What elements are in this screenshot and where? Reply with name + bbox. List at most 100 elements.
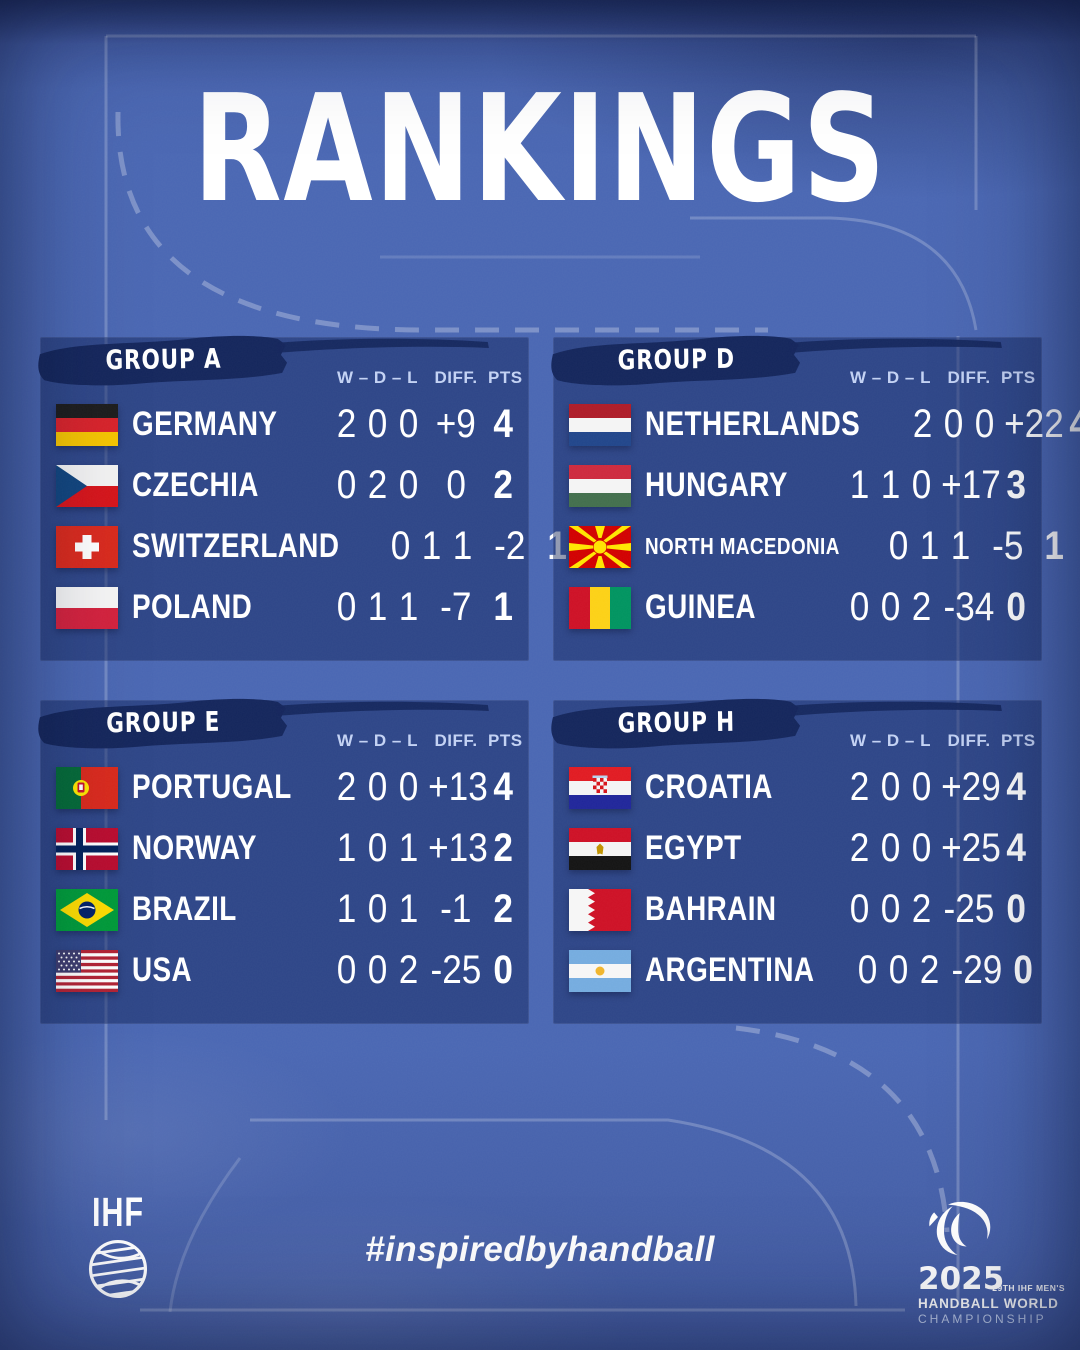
stat-diff: -29	[951, 948, 1003, 992]
group-title: GROUP H	[617, 706, 735, 739]
col-header-wdl: W – D – L	[336, 731, 418, 750]
team-name: EGYPT	[645, 829, 742, 867]
stat-l: 0	[911, 826, 932, 870]
flag-north-macedonia	[569, 525, 631, 568]
team-name: SWITZERLAND	[132, 527, 340, 565]
stat-d: 1	[421, 524, 442, 568]
col-header-pts: PTS	[488, 731, 523, 750]
col-header-diff: DIFF.	[947, 731, 991, 750]
group-title: GROUP D	[617, 343, 735, 376]
column-headers: W – D – L DIFF. PTS	[844, 368, 1041, 388]
stat-d: 0	[367, 887, 388, 931]
stat-l: 2	[919, 948, 939, 992]
stat-diff: +29	[941, 765, 1001, 809]
stat-diff: -2	[494, 524, 526, 568]
team-name: NORTH MACEDONIA	[645, 533, 840, 559]
stat-d: 0	[367, 402, 388, 446]
stat-diff: -1	[440, 887, 472, 931]
stat-w: 2	[336, 402, 357, 446]
stat-pts: 0	[1006, 887, 1026, 931]
team-name: NORWAY	[132, 829, 257, 867]
stat-diff: +17	[941, 463, 1001, 507]
flag-germany	[56, 403, 118, 446]
stat-l: 0	[398, 463, 419, 507]
flag-hungary	[569, 464, 631, 507]
stat-l: 0	[975, 402, 995, 446]
group-d-panel: GROUP D W – D – L DIFF. PTS NETHERLANDS …	[551, 335, 1080, 661]
stat-d: 0	[880, 826, 901, 870]
stat-diff: -7	[440, 585, 472, 629]
stat-d: 0	[880, 887, 901, 931]
stat-pts: 0	[1013, 948, 1034, 992]
championship-logo: 2025 29TH IHF MEN'S HANDBALL WORLD CHAMP…	[900, 1200, 1065, 1326]
stat-d: 1	[367, 585, 388, 629]
column-headers: W – D – L DIFF. PTS	[844, 731, 1041, 751]
team-name: HUNGARY	[645, 466, 788, 504]
stat-w: 0	[849, 585, 870, 629]
stat-diff: 0	[446, 463, 466, 507]
col-header-diff: DIFF.	[947, 368, 991, 387]
stat-pts: 1	[493, 585, 513, 629]
stat-w: 1	[336, 826, 357, 870]
stat-w: 2	[336, 765, 357, 809]
stat-pts: 2	[493, 887, 513, 931]
stat-l: 1	[398, 585, 419, 629]
stat-d: 0	[888, 948, 908, 992]
stat-w: 0	[336, 948, 357, 992]
team-name: ARGENTINA	[645, 951, 815, 989]
stat-pts: 0	[493, 948, 513, 992]
flag-norway	[56, 827, 118, 870]
stat-pts: 3	[1006, 463, 1026, 507]
flag-netherlands	[569, 403, 631, 446]
stat-d: 0	[367, 948, 388, 992]
stat-pts: 4	[493, 765, 513, 809]
flag-egypt	[569, 827, 631, 870]
stat-d: 1	[919, 524, 939, 568]
flag-switzerland	[56, 525, 118, 568]
col-header-pts: PTS	[1001, 368, 1036, 387]
col-header-wdl: W – D – L	[849, 368, 931, 387]
flag-croatia	[569, 766, 631, 809]
stat-w: 2	[849, 826, 870, 870]
stat-pts: 4	[493, 402, 513, 446]
stat-d: 0	[880, 585, 901, 629]
stat-pts: 4	[1006, 826, 1026, 870]
event-edition: 29TH IHF MEN'S	[992, 1283, 1066, 1293]
stat-l: 2	[911, 585, 932, 629]
stat-w: 0	[336, 585, 357, 629]
stat-l: 2	[398, 948, 419, 992]
stat-d: 0	[880, 765, 901, 809]
page-title: RANKINGS	[192, 63, 888, 235]
team-name: NETHERLANDS	[645, 405, 861, 443]
stat-w: 0	[336, 463, 357, 507]
flag-czechia	[56, 464, 118, 507]
stat-d: 2	[367, 463, 388, 507]
event-name-line2: CHAMPIONSHIP	[918, 1312, 1047, 1326]
flag-argentina	[569, 949, 631, 992]
flag-guinea	[569, 586, 631, 629]
